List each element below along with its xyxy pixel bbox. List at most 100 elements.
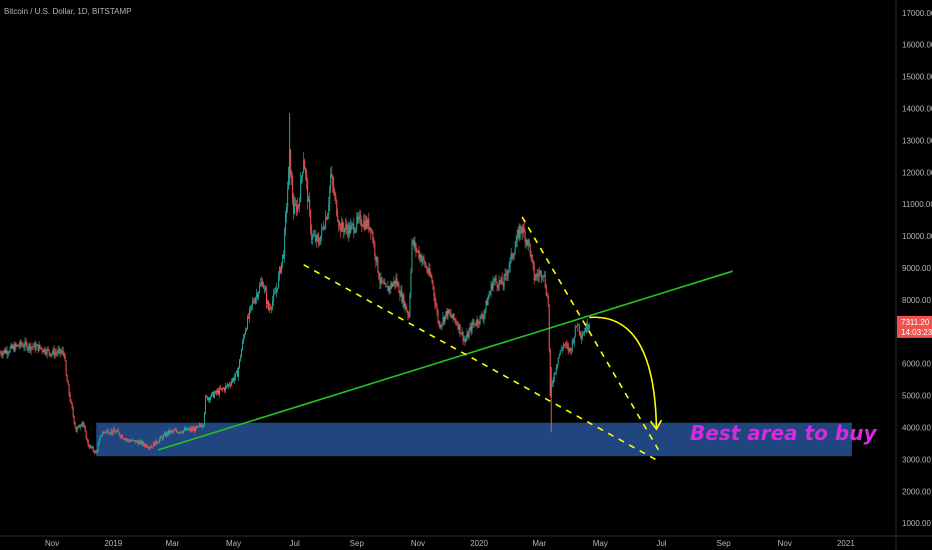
candle xyxy=(336,199,338,217)
candle-body xyxy=(435,303,437,307)
candle-body xyxy=(61,350,63,353)
candle-body xyxy=(151,446,153,448)
candle xyxy=(265,285,267,292)
candle xyxy=(293,192,295,220)
candle-body xyxy=(177,432,179,434)
candle xyxy=(483,309,485,325)
candle-body xyxy=(115,431,117,433)
candle-body xyxy=(274,292,276,294)
candle xyxy=(412,239,414,245)
candle xyxy=(529,243,531,258)
candle xyxy=(581,330,583,341)
y-tick-label: 11000.00 xyxy=(902,200,932,209)
candle xyxy=(53,345,55,359)
candle xyxy=(459,324,461,338)
candle-body xyxy=(313,235,315,237)
candle-body xyxy=(134,440,136,443)
candle xyxy=(504,267,506,281)
candle xyxy=(475,320,477,327)
candle-body xyxy=(303,160,305,173)
candle-body xyxy=(254,302,256,304)
candle xyxy=(379,272,381,290)
candle xyxy=(55,348,57,357)
candle-body xyxy=(409,294,411,317)
candle-body xyxy=(57,350,59,354)
candle-body xyxy=(374,242,376,256)
candle xyxy=(480,313,482,320)
candle xyxy=(279,266,281,281)
candle xyxy=(80,423,82,428)
candle-body xyxy=(212,392,214,398)
candle xyxy=(174,427,176,431)
candle xyxy=(198,422,200,429)
candle xyxy=(332,174,334,193)
candle-body xyxy=(93,450,95,453)
candle xyxy=(373,237,375,248)
candle xyxy=(292,172,294,206)
candle-body xyxy=(340,224,342,232)
candle xyxy=(152,441,154,447)
candle-body xyxy=(406,309,408,312)
candle xyxy=(434,292,436,310)
candle xyxy=(210,392,212,398)
candle-body xyxy=(120,435,122,437)
candle xyxy=(175,428,177,433)
candle-body xyxy=(502,284,504,287)
candle-body xyxy=(78,425,80,428)
candle xyxy=(438,320,440,328)
candle xyxy=(123,437,125,440)
candle xyxy=(238,366,240,381)
x-tick-label: 2021 xyxy=(837,539,855,548)
candle xyxy=(298,204,300,210)
candle xyxy=(458,322,460,334)
candle-body xyxy=(513,254,515,257)
candle-body xyxy=(51,353,53,355)
candle xyxy=(325,209,327,230)
candle xyxy=(52,346,54,355)
candle-body xyxy=(22,345,24,348)
candle-body xyxy=(230,384,232,386)
candle xyxy=(235,372,237,381)
candle xyxy=(457,320,459,331)
candle xyxy=(339,220,341,230)
candle-body xyxy=(240,357,242,360)
candle xyxy=(106,428,108,431)
x-tick-label: Mar xyxy=(165,539,179,548)
candle xyxy=(64,353,66,362)
candle xyxy=(462,331,464,346)
candle-body xyxy=(211,392,213,394)
candle xyxy=(384,278,386,285)
candle-body xyxy=(302,172,304,177)
candle xyxy=(222,387,224,390)
candle xyxy=(427,267,429,276)
candle xyxy=(236,370,238,374)
candle-body xyxy=(315,235,317,242)
candle xyxy=(419,251,421,264)
candle xyxy=(156,442,158,445)
candle xyxy=(184,426,186,431)
candle xyxy=(468,327,470,341)
candle-body xyxy=(431,277,433,282)
candle xyxy=(326,216,328,221)
candle-body xyxy=(215,390,217,393)
candle xyxy=(436,302,438,316)
candle xyxy=(172,428,174,434)
candle xyxy=(555,364,557,376)
candle xyxy=(248,312,250,320)
candle-body xyxy=(73,415,75,423)
candle-body xyxy=(489,291,491,295)
candle xyxy=(22,341,24,348)
candle xyxy=(237,367,239,377)
candle-body xyxy=(179,431,181,433)
candle xyxy=(6,345,8,359)
candle xyxy=(38,340,40,352)
candle xyxy=(197,425,199,427)
candle-body xyxy=(432,281,434,287)
candle-body xyxy=(32,346,34,348)
candle xyxy=(30,346,32,355)
candle xyxy=(13,341,15,353)
candle xyxy=(166,431,168,437)
candle xyxy=(90,445,92,450)
